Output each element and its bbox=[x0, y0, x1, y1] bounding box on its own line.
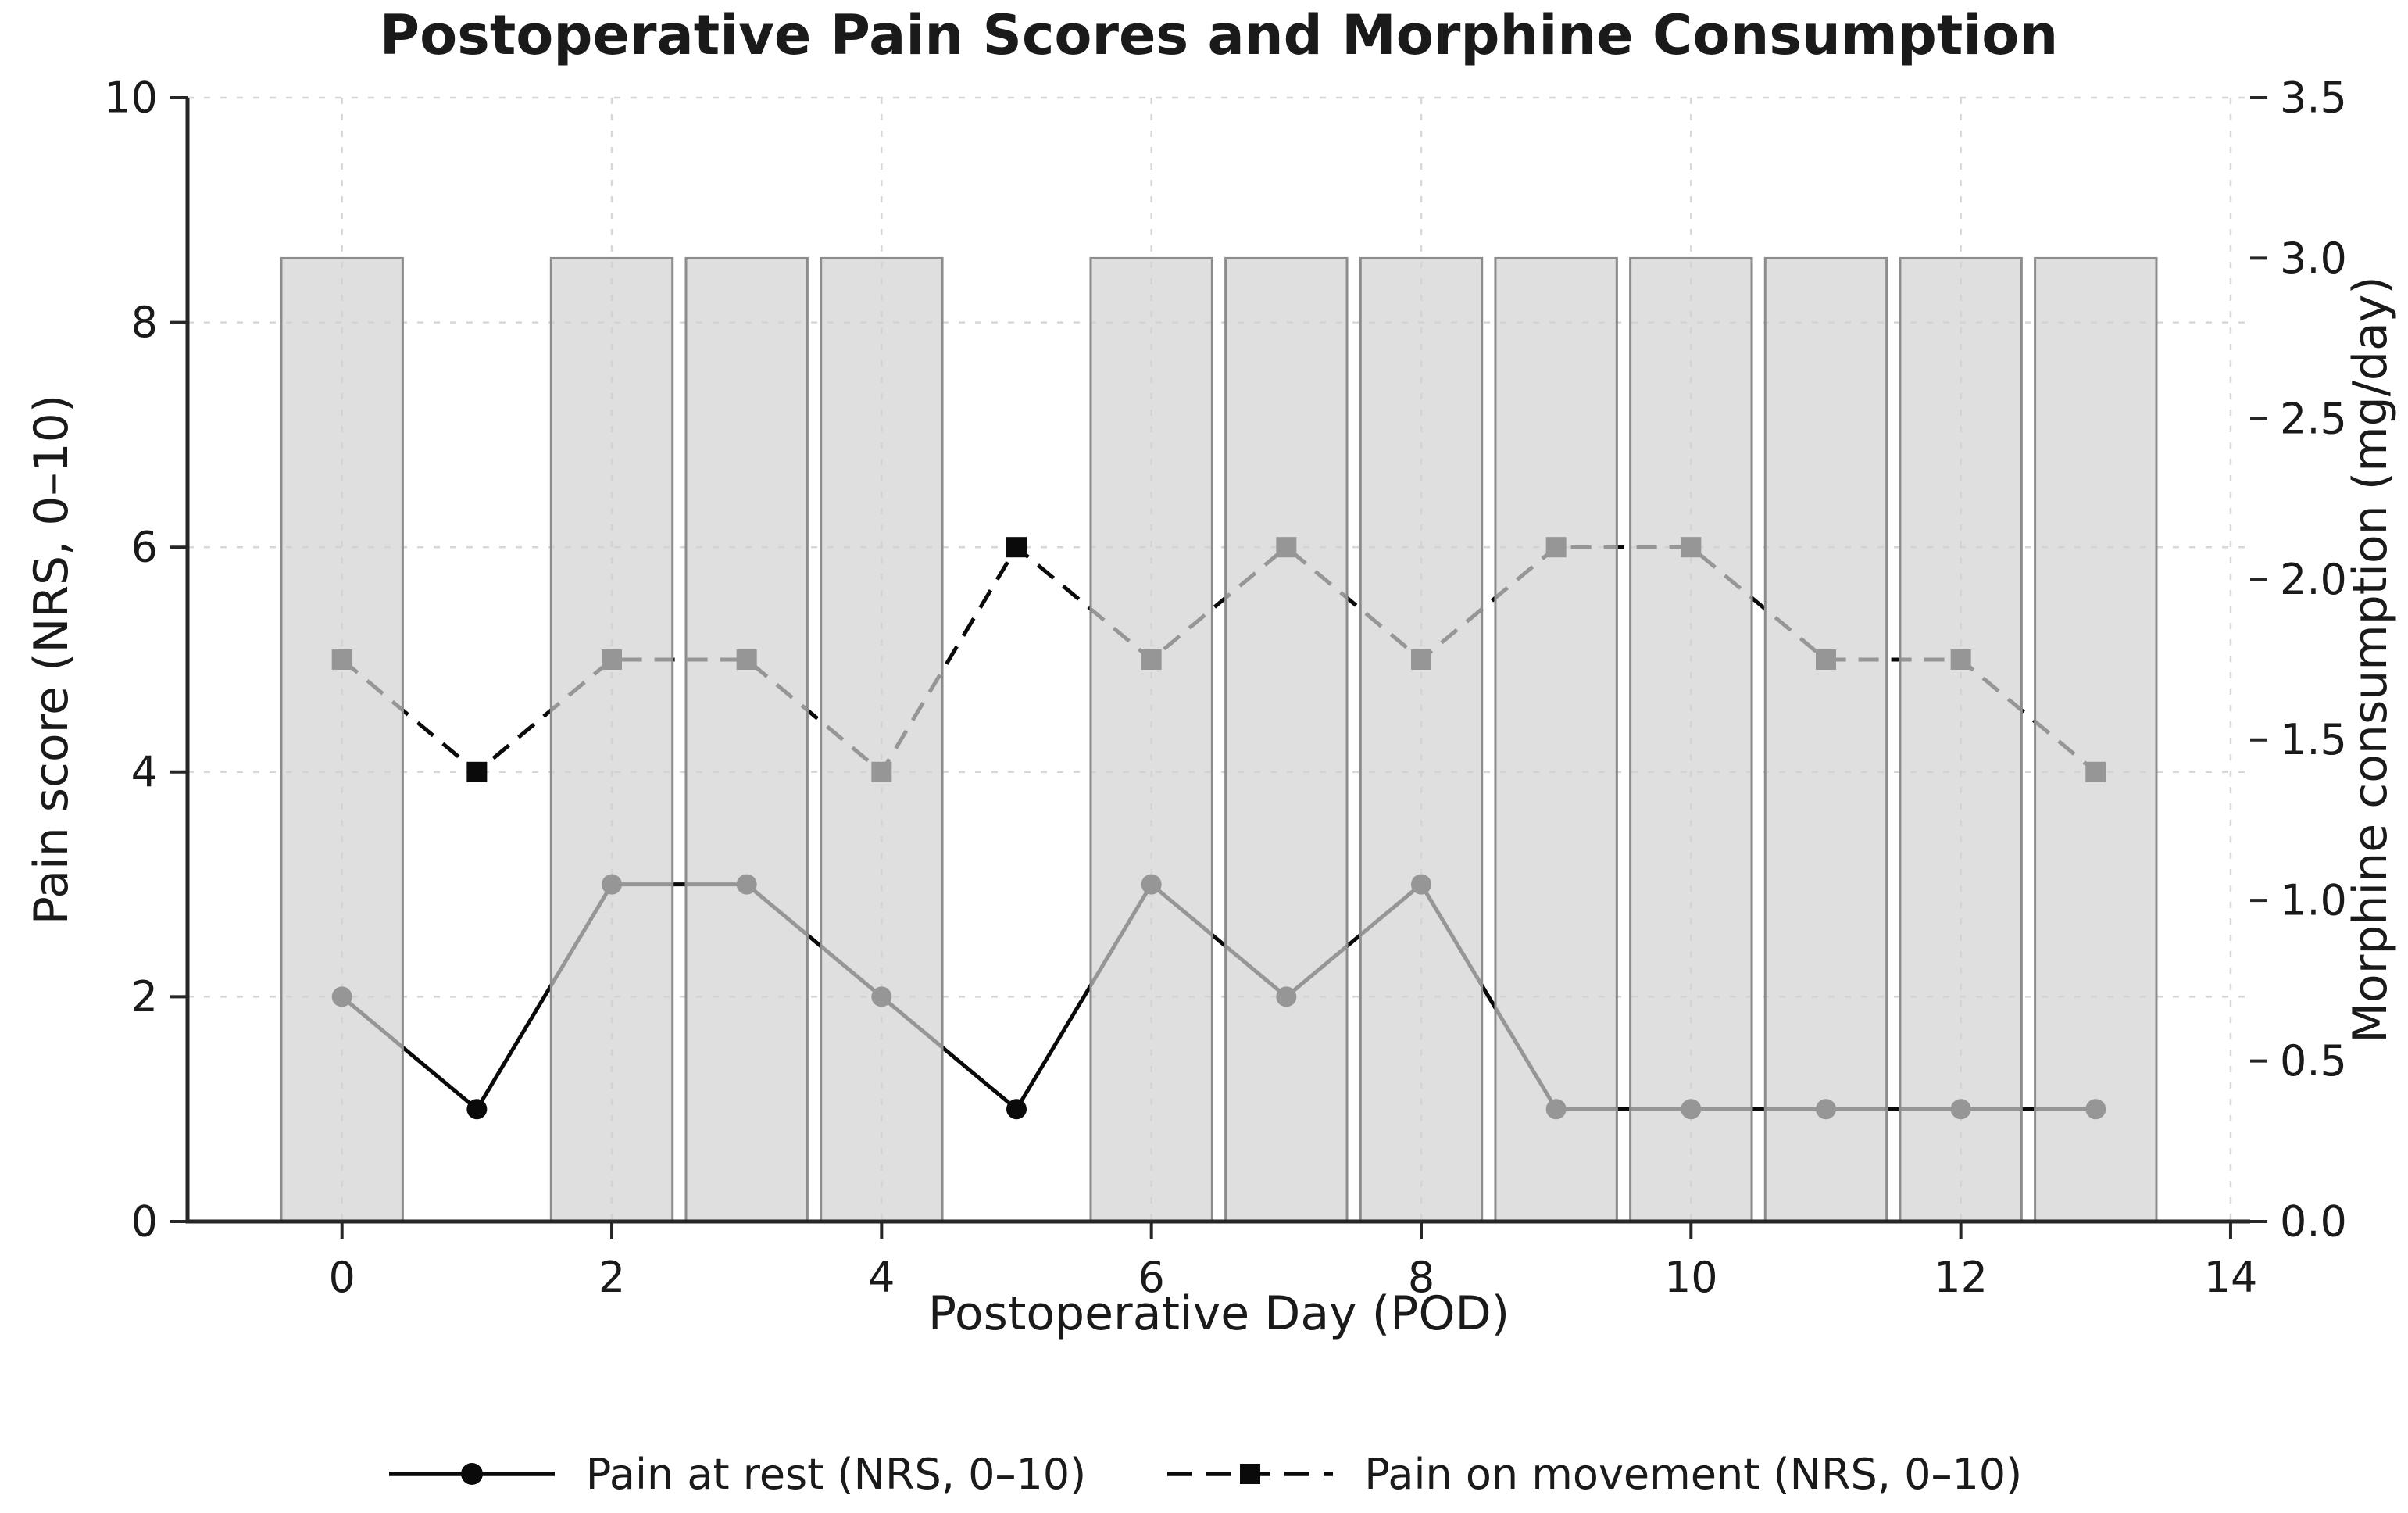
morphine-bar bbox=[1224, 256, 1349, 1223]
morphine-bar bbox=[1763, 256, 1888, 1223]
x-axis-label: Postoperative Day (POD) bbox=[927, 1286, 1510, 1341]
y-right-tick-label: 3.0 bbox=[2280, 234, 2347, 283]
legend-item-pain-at-rest: Pain at rest (NRS, 0–10) bbox=[386, 1449, 1087, 1499]
morphine-bar bbox=[280, 256, 404, 1223]
y-left-tick-label: 8 bbox=[131, 298, 158, 347]
y-left-axis-label: Pain score (NRS, 0–10) bbox=[24, 394, 79, 925]
y-left-tick-label: 0 bbox=[131, 1197, 158, 1247]
y-right-tick-label: 3.5 bbox=[2280, 73, 2347, 123]
morphine-bar bbox=[1359, 256, 1484, 1223]
y-right-tick-label: 0.0 bbox=[2280, 1197, 2347, 1247]
y-left-tick-label: 2 bbox=[131, 972, 158, 1021]
pain-at-rest-marker bbox=[466, 1099, 488, 1120]
x-tick-label: 14 bbox=[2204, 1253, 2258, 1302]
morphine-bar bbox=[549, 256, 674, 1223]
y-left-tick-label: 4 bbox=[131, 747, 158, 796]
morphine-bar bbox=[1494, 256, 1618, 1223]
x-tick-label: 12 bbox=[1934, 1253, 1988, 1302]
chart-title: Postoperative Pain Scores and Morphine C… bbox=[379, 3, 2059, 67]
y-left-tick-label: 10 bbox=[104, 73, 158, 123]
y-right-tick-label: 1.0 bbox=[2280, 876, 2347, 925]
y-right-tick-label: 2.5 bbox=[2280, 394, 2347, 443]
legend: Pain at rest (NRS, 0–10) Pain on movement… bbox=[0, 1436, 2408, 1511]
x-tick-label: 2 bbox=[598, 1253, 625, 1302]
dashed-line-sample-icon bbox=[1167, 1464, 1334, 1484]
solid-line-sample-icon bbox=[388, 1463, 555, 1485]
y-right-tick-label: 1.5 bbox=[2280, 715, 2347, 764]
square-marker-icon bbox=[1240, 1464, 1261, 1484]
y-right-axis-label: Morphine consumption (mg/day) bbox=[2343, 276, 2398, 1043]
pain-on-movement-marker bbox=[466, 761, 488, 782]
morphine-bar bbox=[1899, 256, 2023, 1223]
x-tick-label: 6 bbox=[1138, 1253, 1164, 1302]
pain-on-movement-marker bbox=[1006, 537, 1027, 558]
morphine-bar bbox=[1629, 256, 1753, 1223]
legend-label: Pain on movement (NRS, 0–10) bbox=[1364, 1449, 2023, 1499]
y-left-tick-label: 6 bbox=[131, 523, 158, 572]
x-tick-label: 10 bbox=[1664, 1253, 1718, 1302]
legend-label: Pain at rest (NRS, 0–10) bbox=[585, 1449, 1087, 1499]
y-right-tick-label: 2.0 bbox=[2280, 555, 2347, 604]
x-tick-label: 0 bbox=[329, 1253, 355, 1302]
legend-item-pain-on-movement: Pain on movement (NRS, 0–10) bbox=[1164, 1450, 2022, 1499]
morphine-bar bbox=[684, 256, 809, 1223]
x-tick-label: 4 bbox=[868, 1253, 895, 1302]
pain-at-rest-marker bbox=[1006, 1099, 1027, 1120]
morphine-bar bbox=[2034, 256, 2158, 1223]
morphine-bar bbox=[820, 256, 944, 1223]
circle-marker-icon bbox=[460, 1463, 483, 1485]
y-right-tick-label: 0.5 bbox=[2280, 1036, 2347, 1086]
x-tick-label: 8 bbox=[1408, 1253, 1434, 1302]
morphine-bar bbox=[1089, 256, 1213, 1223]
